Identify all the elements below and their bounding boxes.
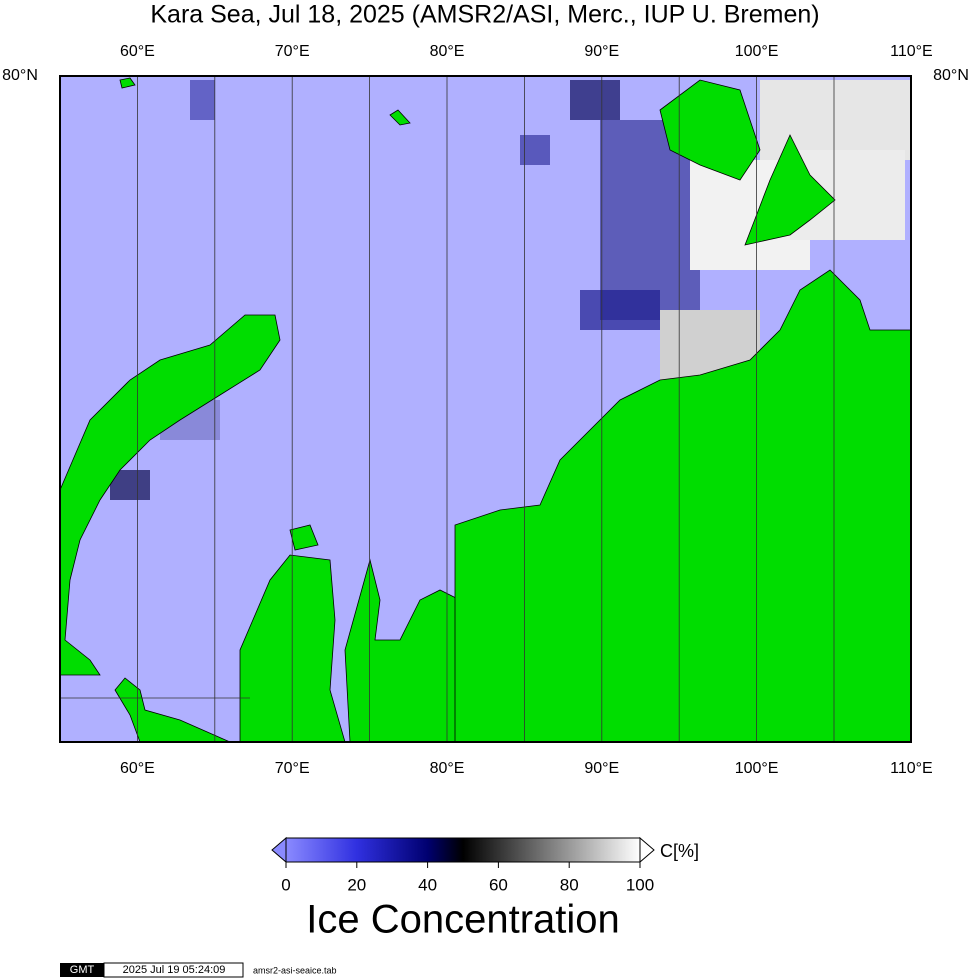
lon-label-top: 90°E xyxy=(584,43,619,60)
logo-box xyxy=(60,963,104,977)
lon-label-top: 70°E xyxy=(275,43,310,60)
colorbar-tick-label: 0 xyxy=(281,875,290,894)
graticule xyxy=(60,76,835,742)
lon-label-top: 80°E xyxy=(430,43,465,60)
colorbar-label: Ice Concentration xyxy=(306,898,620,942)
lon-label-bottom: 70°E xyxy=(275,760,310,777)
land xyxy=(744,134,836,246)
colorbar-high xyxy=(639,836,655,864)
colorbar-tick-label: 80 xyxy=(560,875,579,894)
lon-label-bottom: 80°E xyxy=(430,760,465,777)
land xyxy=(114,677,231,743)
lon-label-top: 110°E xyxy=(890,43,933,60)
colorbar-tick-label: 40 xyxy=(418,875,437,894)
lon-label-top: 60°E xyxy=(120,43,155,60)
lat-label: 80°N xyxy=(2,67,38,84)
lon-label-bottom: 60°E xyxy=(120,760,155,777)
colorbar-tick-label: 60 xyxy=(489,875,508,894)
lon-label-bottom: 110°E xyxy=(890,760,933,777)
lat-label: 80°N xyxy=(933,67,969,84)
logo: GMT xyxy=(70,964,95,976)
land xyxy=(389,109,411,126)
title: Kara Sea, Jul 18, 2025 (AMSR2/ASI, Merc.… xyxy=(150,1,819,29)
timestamp-box xyxy=(103,962,244,978)
land xyxy=(659,79,761,181)
land xyxy=(454,269,912,743)
colorbar-tick-label: 100 xyxy=(626,875,654,894)
footer: GMT 2025 Jul 19 05:24:09 amsr2-asi-seaic… xyxy=(60,962,337,978)
lon-label-bottom: 90°E xyxy=(584,760,619,777)
colorbar-tick-label: 20 xyxy=(347,875,366,894)
colorbar-bar xyxy=(285,837,641,863)
lon-label-top: 100°E xyxy=(735,43,779,60)
filename: amsr2-asi-seaice.tab xyxy=(253,965,337,975)
colorbar: 0 20 40 60 80 100 C[%] Ice Concentration xyxy=(271,836,699,942)
timestamp: 2025 Jul 19 05:24:09 xyxy=(123,964,226,976)
land xyxy=(289,524,319,551)
land xyxy=(119,77,136,89)
colorbar-unit: C[%] xyxy=(660,841,699,861)
map-frame xyxy=(59,75,912,743)
lon-label-bottom: 100°E xyxy=(735,760,779,777)
map xyxy=(59,75,912,743)
axis-labels: 80°N 80°N 60°E 60°E 70°E 70°E 80°E 80°E 90°E 90… xyxy=(2,43,969,777)
land xyxy=(59,314,281,676)
colorbar-low xyxy=(271,836,287,864)
